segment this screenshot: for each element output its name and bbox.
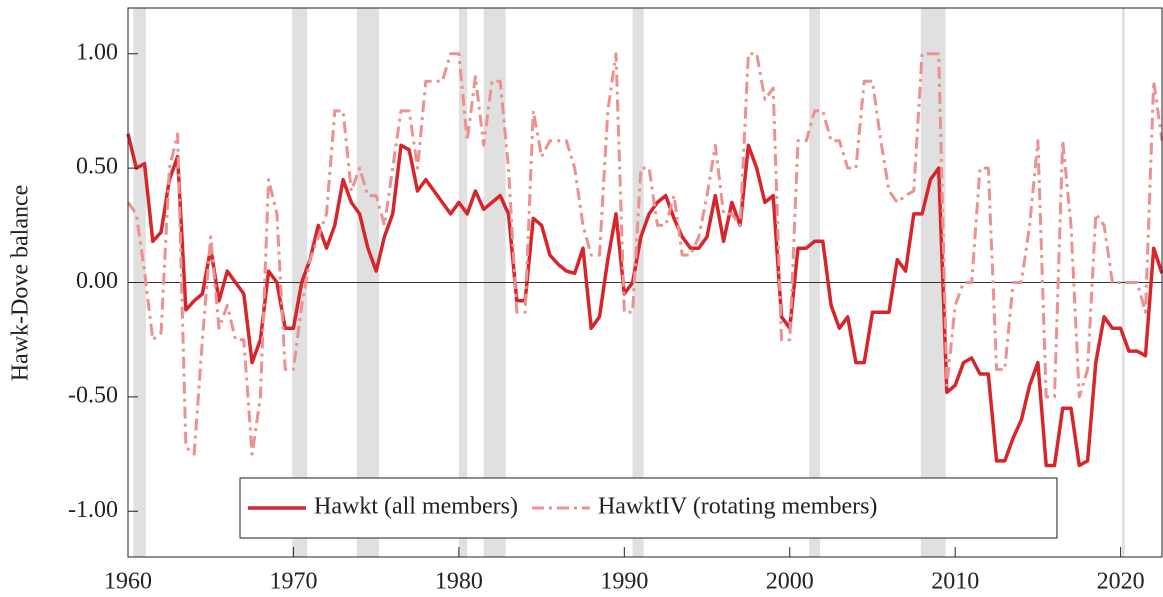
x-tick-label: 1980 bbox=[435, 569, 483, 595]
x-tick-label: 2010 bbox=[931, 569, 979, 595]
y-tick-label: -0.50 bbox=[68, 382, 118, 408]
legend-box bbox=[239, 477, 1058, 539]
y-axis-label: Hawk-Dove balance bbox=[8, 185, 34, 382]
x-tick-label: 2000 bbox=[766, 569, 814, 595]
legend-label: HawktIV (rotating members) bbox=[598, 494, 877, 520]
y-tick-label: 1.00 bbox=[76, 39, 118, 65]
x-tick-label: 1970 bbox=[269, 569, 317, 595]
series-line bbox=[126, 52, 1163, 456]
x-tick-label: 1960 bbox=[104, 569, 152, 595]
series-line bbox=[126, 133, 1163, 468]
x-tick-label: 2020 bbox=[1097, 569, 1145, 595]
legend: Hawkt (all members) HawktIV (rotating mem… bbox=[239, 477, 1058, 539]
x-tick-label: 1990 bbox=[600, 569, 648, 595]
y-tick-label: 0.00 bbox=[76, 268, 118, 294]
legend-label: Hawkt (all members) bbox=[314, 494, 518, 520]
y-tick-label: 0.50 bbox=[76, 154, 118, 180]
y-tick-label: -1.00 bbox=[68, 497, 118, 523]
